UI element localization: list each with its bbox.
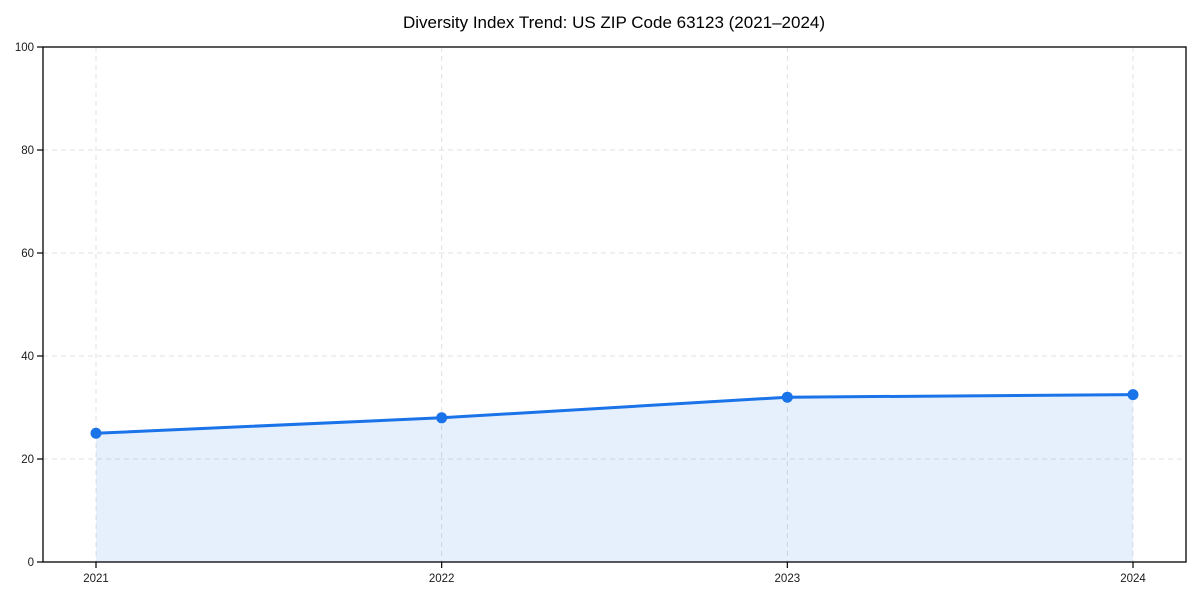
- axes-frame: [42, 46, 1187, 563]
- x-tick-label: 2022: [429, 573, 455, 585]
- chart-title: Diversity Index Trend: US ZIP Code 63123…: [402, 13, 826, 32]
- area-fill: [96, 394, 1133, 562]
- data-point-2023: [781, 391, 793, 403]
- y-tick-label: 60: [21, 248, 34, 260]
- data-point-2021: [90, 427, 102, 439]
- x-tick-label: 2024: [1120, 573, 1146, 585]
- y-tick-label: 20: [21, 454, 34, 466]
- y-tick-label: 100: [15, 42, 34, 54]
- y-tick-label: 80: [21, 145, 34, 157]
- y-tick-label: 40: [21, 351, 34, 363]
- trend-line: [94, 393, 1135, 435]
- x-tick-label: 2023: [775, 573, 801, 585]
- x-tick-label: 2021: [83, 573, 109, 585]
- y-tick-label: 0: [28, 557, 34, 569]
- data-point-2022: [436, 412, 448, 424]
- data-point-2024: [1127, 389, 1139, 401]
